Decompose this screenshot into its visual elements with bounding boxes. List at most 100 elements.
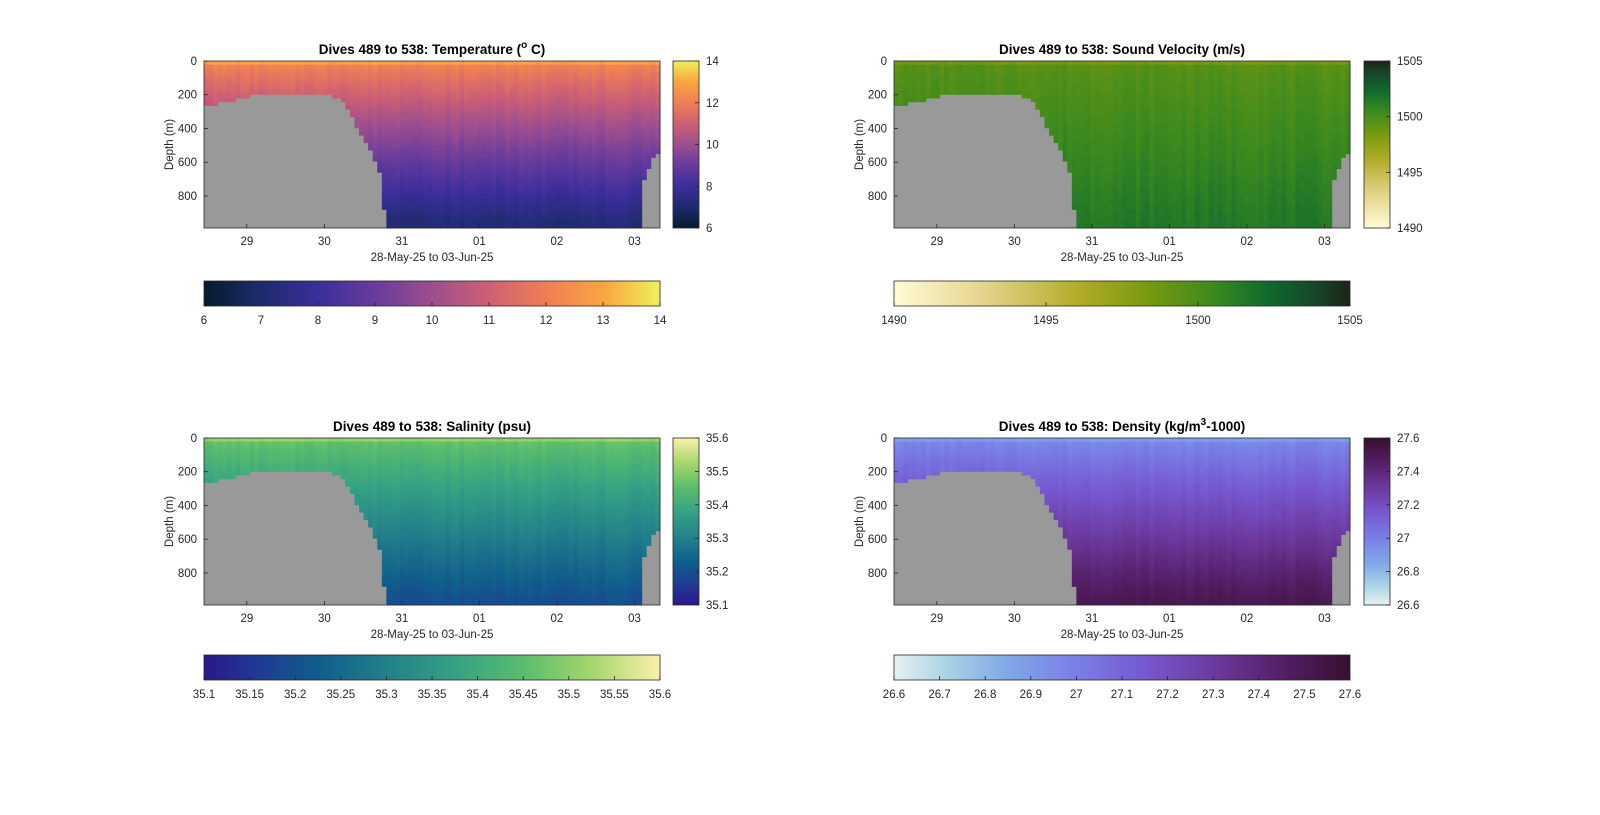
heatmap-cell bbox=[1172, 124, 1178, 129]
heatmap-cell bbox=[546, 138, 551, 144]
heatmap-cell bbox=[318, 61, 323, 66]
heatmap-cell bbox=[1049, 98, 1054, 103]
heatmap-cell bbox=[532, 150, 538, 155]
heatmap-cell bbox=[527, 216, 533, 221]
colorbar-bottom-tick-label: 12 bbox=[540, 315, 553, 327]
heatmap-cell bbox=[1140, 179, 1146, 184]
heatmap-cell bbox=[582, 124, 588, 129]
heatmap-cell bbox=[550, 124, 556, 129]
heatmap-cell bbox=[413, 94, 419, 99]
heatmap-cell bbox=[331, 75, 337, 80]
heatmap-cell bbox=[390, 94, 396, 99]
heatmap-cell bbox=[568, 135, 574, 140]
heatmap-cell bbox=[587, 112, 592, 118]
heatmap-cell bbox=[390, 176, 396, 181]
heatmap-cell bbox=[400, 194, 406, 199]
heatmap-cell bbox=[527, 101, 533, 106]
heatmap-cell bbox=[390, 198, 396, 203]
heatmap-cell bbox=[623, 75, 629, 80]
heatmap-cell bbox=[1099, 183, 1105, 188]
heatmap-cell bbox=[1135, 105, 1141, 110]
heatmap-cell bbox=[605, 61, 611, 66]
heatmap-cell bbox=[1017, 72, 1023, 77]
heatmap-cell bbox=[454, 176, 460, 181]
heatmap-cell bbox=[568, 120, 574, 125]
heatmap-cell bbox=[518, 79, 524, 84]
heatmap-cell bbox=[555, 75, 561, 80]
heatmap-cell bbox=[632, 131, 638, 136]
heatmap-cell bbox=[509, 224, 515, 229]
y-tick-label: 600 bbox=[178, 157, 197, 169]
heatmap-cell bbox=[637, 94, 643, 99]
heatmap-cell bbox=[1149, 105, 1155, 110]
heatmap-cell bbox=[477, 150, 483, 155]
heatmap-cell bbox=[1158, 138, 1164, 144]
heatmap-cell bbox=[1135, 64, 1141, 69]
heatmap-cell bbox=[587, 161, 592, 166]
heatmap-cell bbox=[527, 138, 533, 144]
heatmap-cell bbox=[1172, 94, 1178, 99]
heatmap-cell bbox=[463, 216, 469, 221]
heatmap-cell bbox=[536, 86, 542, 92]
chart-title-main: Dives 489 to 538: Temperature ( bbox=[319, 42, 522, 57]
heatmap-cell bbox=[632, 220, 638, 225]
heatmap-cell bbox=[518, 202, 524, 207]
heatmap-cell bbox=[618, 131, 624, 136]
heatmap-cell bbox=[1140, 190, 1146, 195]
heatmap-cell bbox=[486, 161, 492, 166]
heatmap-cell bbox=[1172, 190, 1178, 195]
heatmap-cell bbox=[1131, 172, 1137, 177]
heatmap-cell bbox=[486, 135, 492, 140]
heatmap-cell bbox=[523, 98, 529, 103]
heatmap-cell bbox=[541, 138, 547, 144]
heatmap-cell bbox=[450, 183, 456, 188]
heatmap-cell bbox=[1103, 61, 1109, 66]
heatmap-cell bbox=[1140, 198, 1146, 203]
heatmap-cell bbox=[1058, 75, 1064, 80]
heatmap-cell bbox=[409, 98, 415, 103]
heatmap-cell bbox=[1112, 161, 1118, 166]
heatmap-cell bbox=[450, 61, 456, 66]
heatmap-cell bbox=[1094, 120, 1100, 125]
heatmap-cell bbox=[445, 72, 451, 77]
heatmap-cell bbox=[463, 176, 469, 181]
heatmap-cell bbox=[1126, 168, 1132, 173]
heatmap-cell bbox=[550, 90, 556, 95]
heatmap-cell bbox=[1199, 198, 1205, 203]
heatmap-cell bbox=[609, 187, 615, 192]
heatmap-cell bbox=[894, 94, 899, 99]
heatmap-cell bbox=[637, 101, 643, 106]
heatmap-cell bbox=[386, 98, 392, 103]
heatmap-cell bbox=[386, 157, 392, 162]
heatmap-cell bbox=[618, 112, 624, 118]
heatmap-cell bbox=[1085, 164, 1091, 170]
heatmap-cell bbox=[390, 131, 396, 136]
heatmap-cell bbox=[386, 61, 392, 66]
heatmap-cell bbox=[1181, 138, 1187, 144]
heatmap-cell bbox=[495, 138, 501, 144]
heatmap-cell bbox=[363, 64, 369, 69]
heatmap-cell bbox=[495, 120, 501, 125]
heatmap-cell bbox=[587, 105, 592, 110]
heatmap-cell bbox=[432, 109, 437, 114]
heatmap-cell bbox=[432, 90, 437, 95]
heatmap-cell bbox=[944, 61, 950, 66]
heatmap-cell bbox=[1181, 172, 1187, 177]
heatmap-cell bbox=[1076, 194, 1082, 199]
heatmap-cell bbox=[459, 190, 465, 195]
heatmap-cell bbox=[1049, 79, 1054, 84]
heatmap-cell bbox=[655, 135, 661, 140]
heatmap-cell bbox=[468, 131, 474, 136]
heatmap-cell bbox=[577, 120, 583, 125]
heatmap-cell bbox=[327, 61, 333, 66]
heatmap-cell bbox=[1044, 94, 1050, 99]
heatmap-cell bbox=[1067, 83, 1073, 88]
heatmap-cell bbox=[504, 94, 510, 99]
heatmap-cell bbox=[1153, 168, 1159, 173]
heatmap-cell bbox=[536, 90, 542, 95]
heatmap-cell bbox=[390, 68, 396, 73]
heatmap-cell bbox=[413, 124, 419, 129]
heatmap-cell bbox=[587, 90, 592, 95]
heatmap-cell bbox=[555, 112, 561, 118]
heatmap-cell bbox=[518, 172, 524, 177]
